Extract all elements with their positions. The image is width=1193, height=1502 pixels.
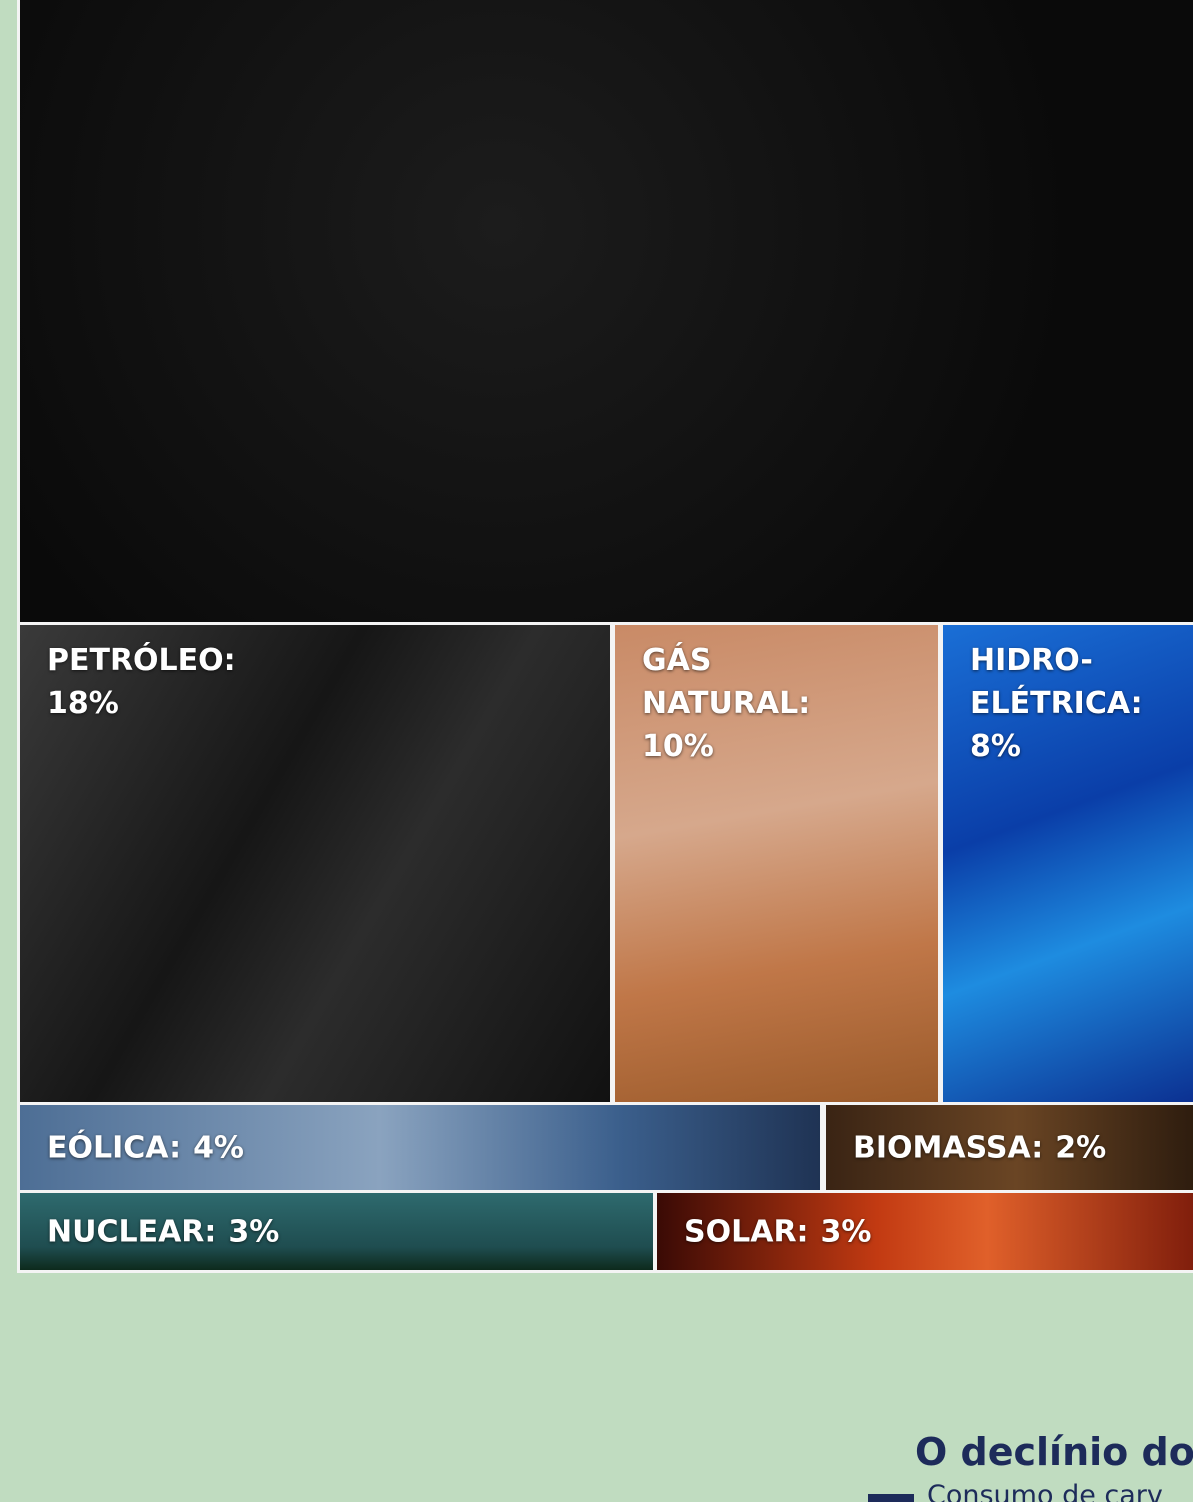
tile-label: GÁS NATURAL: 10% bbox=[642, 639, 862, 768]
treemap-tile: HIDRO-ELÉTRICA: 8% bbox=[943, 625, 1193, 1102]
value-label: 18% bbox=[47, 686, 119, 721]
category-label: EÓLICA: bbox=[47, 1130, 182, 1165]
treemap-tile: 52% bbox=[20, 0, 1193, 622]
treemap-tile: PETRÓLEO: 18% bbox=[20, 625, 610, 1102]
value-label: 8% bbox=[970, 729, 1021, 764]
tile-label: HIDRO-ELÉTRICA: 8% bbox=[970, 639, 1180, 768]
category-label: SOLAR: bbox=[684, 1214, 809, 1249]
category-label: PETRÓLEO: bbox=[47, 643, 236, 678]
treemap-tile: SOLAR: 3% bbox=[657, 1193, 1193, 1270]
value-label: 3% bbox=[228, 1214, 280, 1249]
value-label: 10% bbox=[642, 729, 714, 764]
chart-title: O declínio do u bbox=[915, 1430, 1193, 1474]
treemap-tile: GÁS NATURAL: 10% bbox=[615, 625, 938, 1102]
chart-subtitle: Consumo de carv bbox=[927, 1480, 1163, 1502]
treemap-tile: EÓLICA: 4% bbox=[20, 1105, 820, 1190]
category-label: HIDRO-ELÉTRICA: bbox=[970, 643, 1143, 721]
legend-marker bbox=[868, 1494, 914, 1502]
value-label: 3% bbox=[820, 1214, 872, 1249]
tile-label: BIOMASSA: 2% bbox=[853, 1126, 1106, 1169]
tile-label: SOLAR: 3% bbox=[684, 1210, 871, 1253]
category-label: GÁS NATURAL: bbox=[642, 643, 811, 721]
tile-label: EÓLICA: 4% bbox=[47, 1126, 244, 1169]
treemap-tile: NUCLEAR: 3% bbox=[20, 1193, 653, 1270]
treemap-tile: BIOMASSA: 2% bbox=[826, 1105, 1193, 1190]
tile-label: NUCLEAR: 3% bbox=[47, 1210, 279, 1253]
category-label: NUCLEAR: bbox=[47, 1214, 217, 1249]
value-label: 4% bbox=[193, 1130, 244, 1165]
value-label: 2% bbox=[1055, 1130, 1107, 1165]
category-label: BIOMASSA: bbox=[853, 1130, 1044, 1165]
tile-label: PETRÓLEO: 18% bbox=[47, 639, 236, 725]
